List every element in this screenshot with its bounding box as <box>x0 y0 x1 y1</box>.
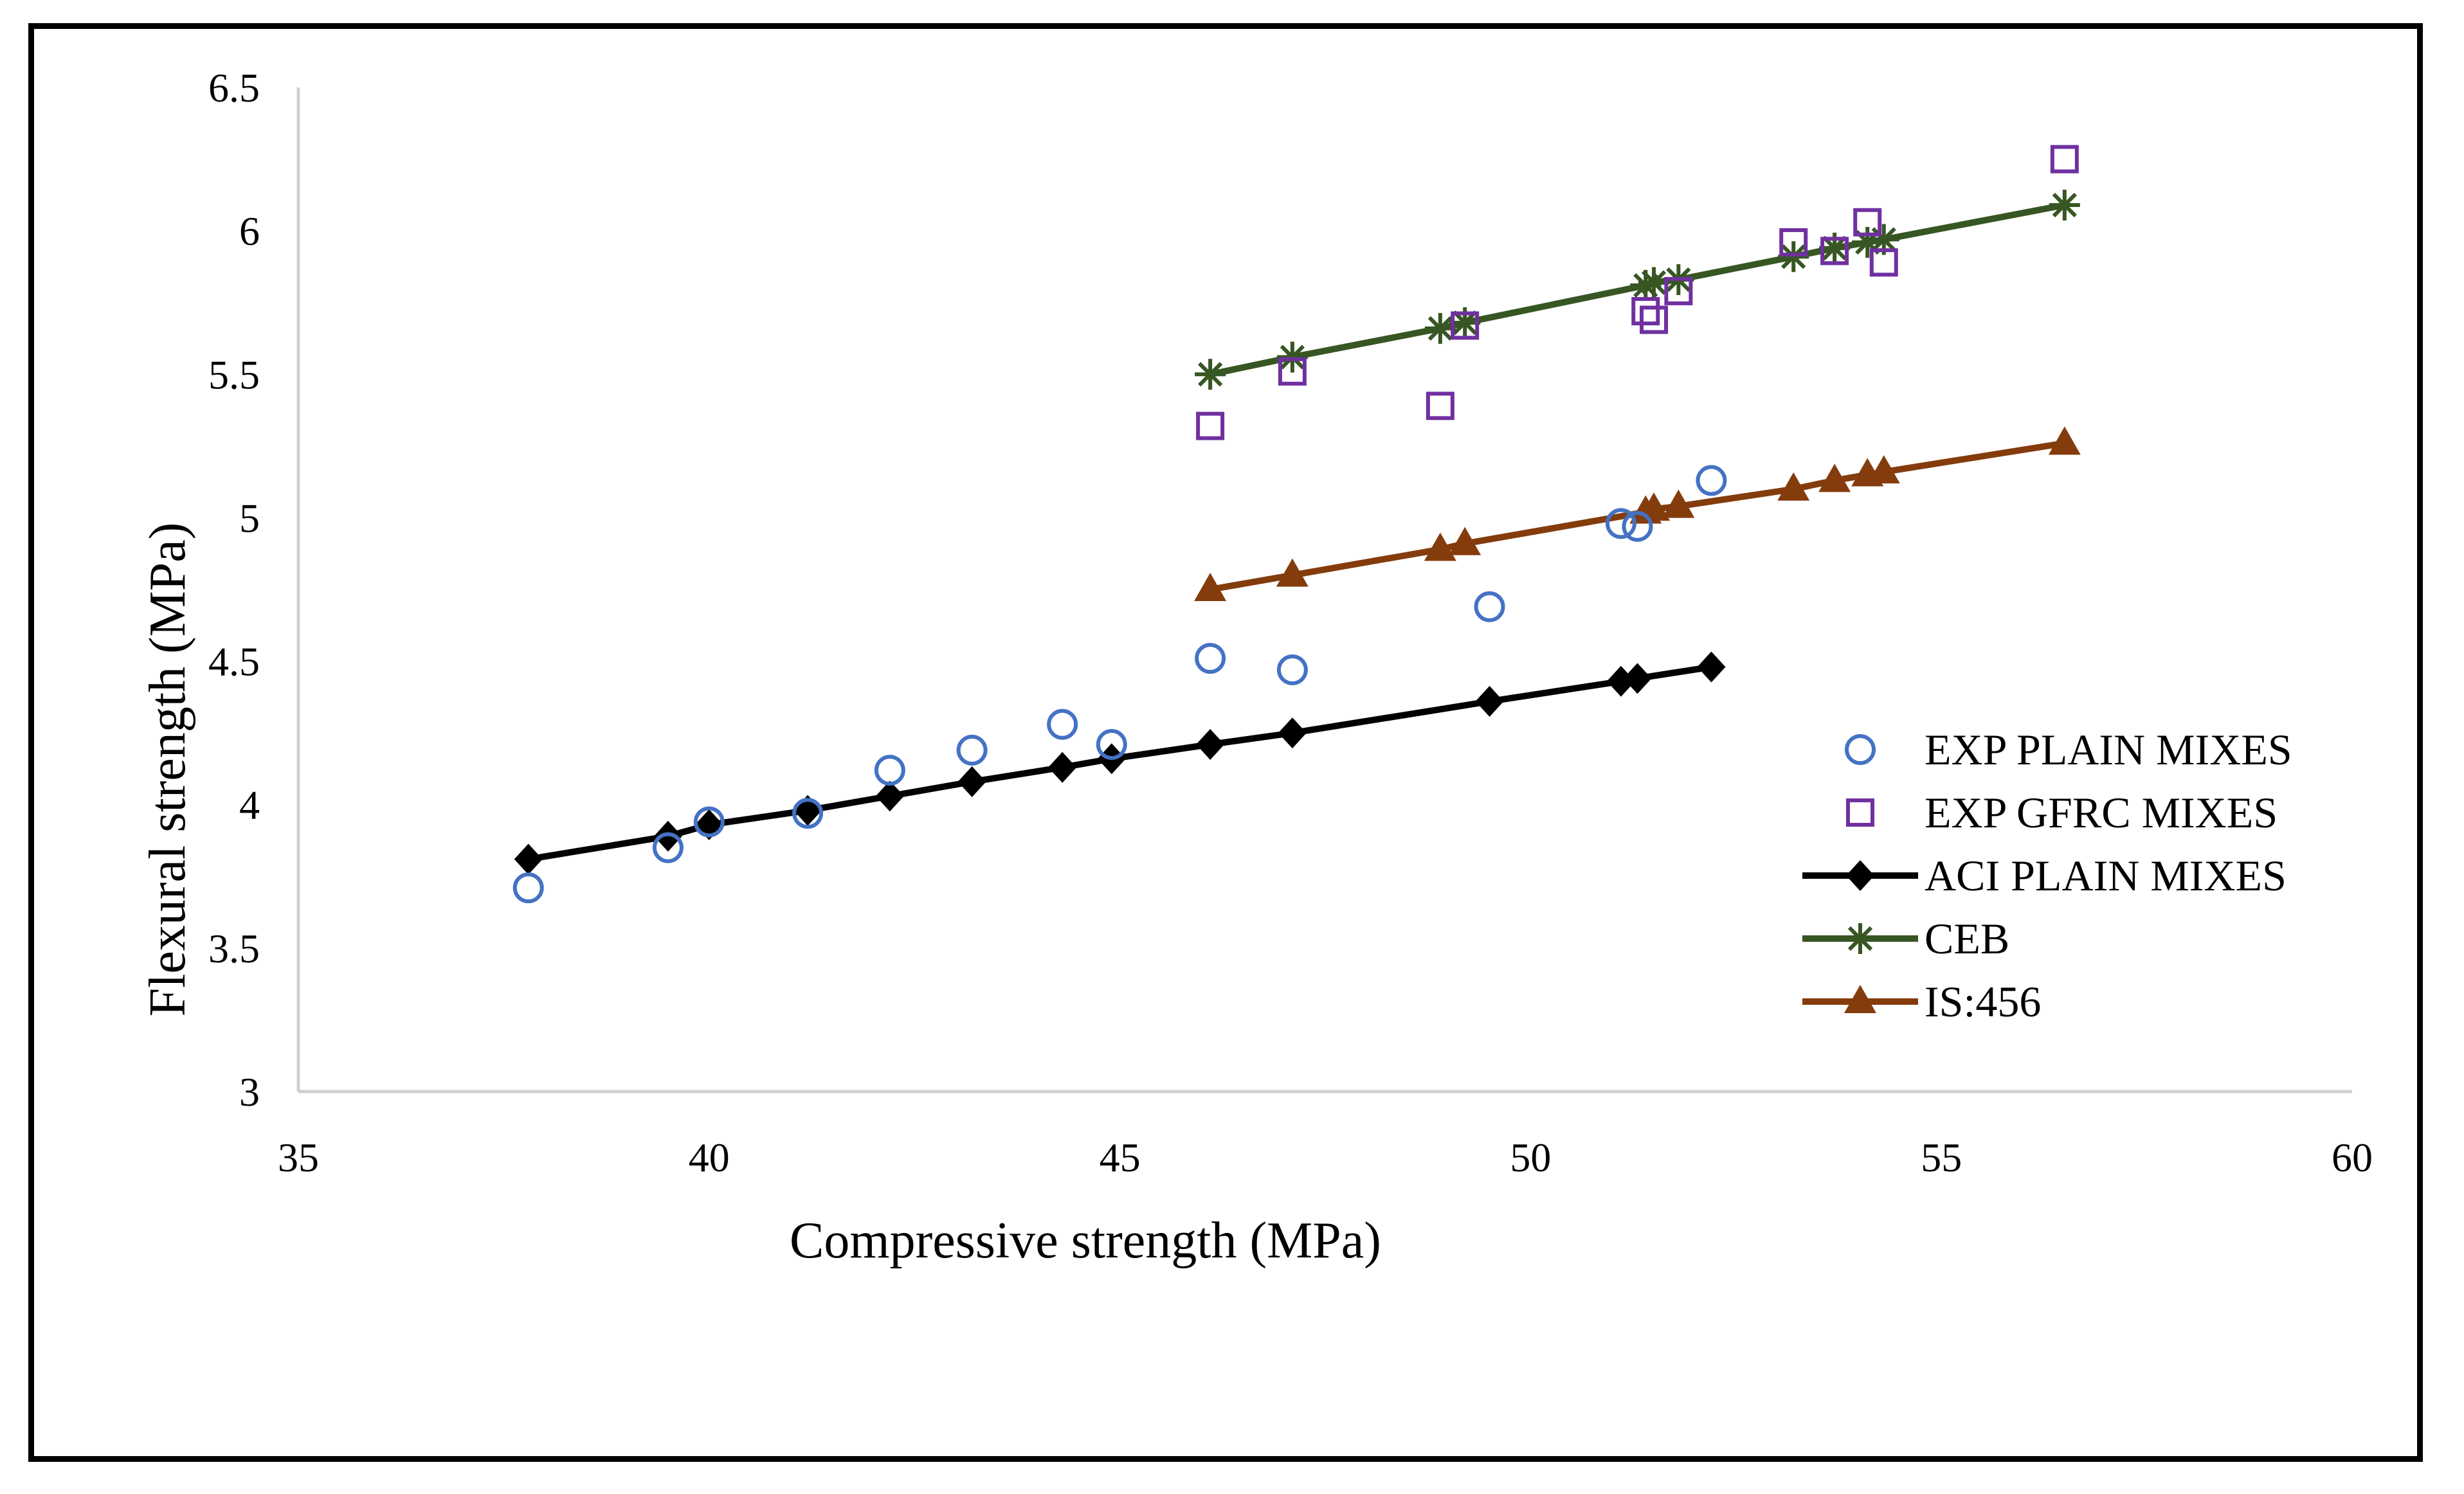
data-point <box>1424 312 1456 344</box>
data-point <box>1474 591 1505 622</box>
data-point <box>1623 663 1652 694</box>
data-point <box>1696 465 1727 496</box>
y-tick-label: 5.5 <box>208 352 260 397</box>
data-point <box>1697 651 1726 683</box>
y-tick-label: 6.5 <box>208 65 260 111</box>
data-point <box>1451 311 1480 340</box>
series-exp-plain-mixes <box>512 465 1727 904</box>
y-tick-label: 3 <box>239 1069 260 1115</box>
x-tick-label: 35 <box>278 1135 319 1180</box>
y-axis-title: Flexural strength (MPa) <box>140 523 196 1017</box>
legend-label: EXP PLAIN MIXES <box>1925 725 2292 774</box>
chart-svg: 3 3.5 4 4.5 5 5.5 6 6.5 35 40 45 50 55 60 Compressiv… <box>140 65 2373 1269</box>
y-tick-labels: 3 3.5 4 4.5 5 5.5 6 6.5 <box>208 65 260 1115</box>
x-tick-label: 50 <box>1510 1135 1551 1180</box>
data-point <box>874 755 905 786</box>
data-point <box>1196 728 1225 760</box>
data-point <box>2049 189 2080 221</box>
data-point <box>514 843 543 875</box>
data-point <box>2048 426 2081 455</box>
data-point <box>956 734 988 766</box>
x-tick-label: 60 <box>2332 1135 2373 1180</box>
legend-entry: ACI PLAIN MIXES <box>1802 851 2287 900</box>
data-point <box>1276 558 1309 587</box>
legend-marker <box>1846 860 1874 891</box>
data-point <box>1276 341 1308 373</box>
legend-label: CEB <box>1925 914 2009 963</box>
series-exp-gfrc-mixes <box>1196 145 2079 440</box>
axes <box>296 87 2352 1094</box>
x-tick-label: 55 <box>1921 1135 1962 1180</box>
data-point <box>1048 752 1077 783</box>
data-point <box>1778 241 1809 273</box>
data-point <box>1867 455 1900 484</box>
legend-entry: EXP GFRC MIXES <box>1846 788 2278 837</box>
data-point <box>1194 573 1227 601</box>
data-point <box>1196 411 1225 440</box>
data-point <box>1631 297 1660 326</box>
data-point <box>1869 248 1898 277</box>
x-tick-label: 45 <box>1100 1135 1141 1180</box>
data-point <box>792 798 824 829</box>
legend-marker <box>1846 798 1874 827</box>
y-tick-label: 5 <box>239 495 260 541</box>
x-tick-labels: 35 40 45 50 55 60 <box>278 1135 2373 1180</box>
data-point <box>1662 489 1695 518</box>
legend-label: IS:456 <box>1925 977 2041 1026</box>
data-point <box>693 806 725 838</box>
series-is-456 <box>1194 426 2081 601</box>
data-point <box>652 832 684 863</box>
series-ceb <box>1195 189 2080 390</box>
data-point <box>1449 526 1481 555</box>
legend-marker <box>1845 734 1876 765</box>
data-point <box>1475 686 1504 717</box>
legend: EXP PLAIN MIXES EXP GFRC MIXES ACI PLAIN M… <box>1802 725 2292 1026</box>
data-point <box>1820 237 1849 266</box>
data-point <box>1622 510 1653 542</box>
data-point <box>1195 359 1226 390</box>
legend-label: EXP GFRC MIXES <box>1925 788 2278 837</box>
data-point <box>1426 392 1454 420</box>
legend-marker <box>1844 985 1876 1013</box>
series-aci-plain-mixes <box>514 651 1726 875</box>
data-point <box>1779 228 1808 256</box>
data-point <box>1278 357 1307 386</box>
data-point <box>1047 708 1078 740</box>
data-point <box>1605 508 1636 539</box>
data-point <box>1424 532 1456 561</box>
data-point <box>1638 267 1670 298</box>
data-point <box>1276 654 1308 685</box>
data-point <box>1278 717 1307 749</box>
figure-frame: 3 3.5 4 4.5 5 5.5 6 6.5 35 40 45 50 55 60 Compressiv… <box>28 23 2423 1462</box>
data-point <box>875 780 904 812</box>
legend-entry: IS:456 <box>1802 977 2041 1026</box>
legend-entry: CEB <box>1802 914 2009 963</box>
y-tick-label: 6 <box>239 208 260 254</box>
x-tick-label: 40 <box>689 1135 730 1180</box>
x-axis-title: Compressive strength (MPa) <box>790 1212 1381 1269</box>
data-point <box>2050 145 2079 174</box>
data-point <box>1664 276 1693 305</box>
data-point <box>1853 208 1882 237</box>
data-point <box>1777 472 1810 501</box>
y-tick-label: 3.5 <box>208 926 260 971</box>
y-tick-label: 4.5 <box>208 639 260 685</box>
data-point <box>1096 728 1127 760</box>
data-point <box>957 766 986 798</box>
data-point <box>1195 643 1226 674</box>
data-point <box>512 872 544 904</box>
data-point <box>1818 464 1851 492</box>
series-line <box>527 663 1712 863</box>
series-line <box>1209 202 2065 378</box>
y-tick-label: 4 <box>239 782 260 828</box>
data-point <box>1640 305 1669 334</box>
series-layer <box>512 145 2081 904</box>
legend-marker <box>1845 923 1876 954</box>
legend-entry: EXP PLAIN MIXES <box>1845 725 2292 774</box>
legend-label: ACI PLAIN MIXES <box>1925 851 2287 900</box>
